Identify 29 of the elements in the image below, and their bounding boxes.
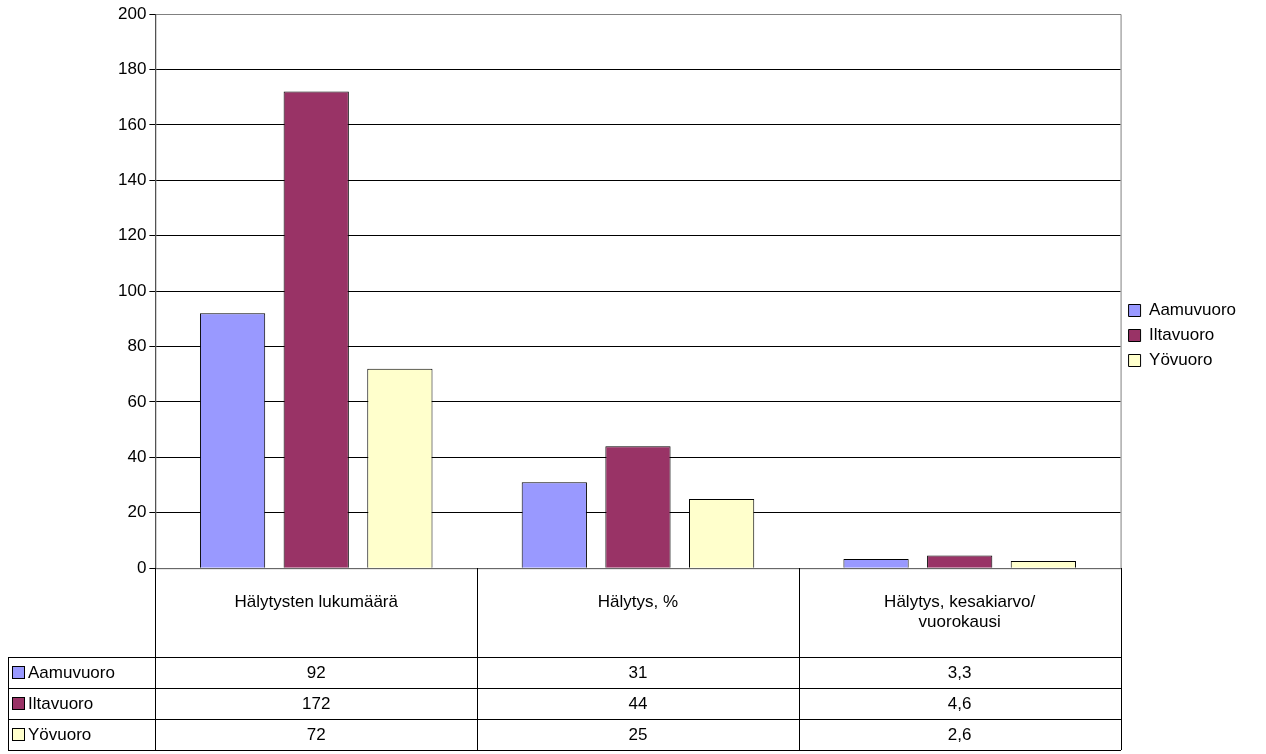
y-tick-label: 180 <box>117 59 147 79</box>
data-label: 72 <box>305 723 327 746</box>
y-tick-label: 160 <box>117 114 147 134</box>
text: Iltavuoro <box>28 693 94 713</box>
y-tick-label: 100 <box>117 280 147 300</box>
y-tick-label: 40 <box>127 447 147 467</box>
x-tick-label: Hälytysten lukumäärä <box>234 592 399 612</box>
y-tick-label: 20 <box>127 502 147 522</box>
data-label: 2,6 <box>946 723 973 746</box>
data-label: 25 <box>627 723 649 746</box>
data-label: 4,6 <box>946 692 973 715</box>
data-label: 44 <box>627 692 649 715</box>
y-tick-label: 200 <box>117 3 147 23</box>
legend-label: Aamuvuoro <box>28 662 115 683</box>
x-tick-label: Hälytys, % <box>597 592 679 612</box>
data-label: 3,3 <box>946 661 973 684</box>
y-tick-label: 60 <box>127 391 147 411</box>
y-tick-label: 80 <box>127 336 147 356</box>
y-tick-label: 140 <box>117 169 147 189</box>
x-tick-label: Hälytys, kesakiarvo/ vuorokausi <box>884 592 1036 632</box>
legend-label: Iltavuoro <box>1149 325 1215 345</box>
data-label: 92 <box>305 661 327 684</box>
y-tick-label: 120 <box>117 225 147 245</box>
text: Yövuoro <box>28 724 92 744</box>
data-label: 172 <box>301 692 332 715</box>
y-tick-label: 0 <box>136 557 147 577</box>
legend-label: Yövuoro <box>1149 350 1213 370</box>
text: Aamuvuoro <box>1149 300 1236 320</box>
data-label: 31 <box>627 661 649 684</box>
